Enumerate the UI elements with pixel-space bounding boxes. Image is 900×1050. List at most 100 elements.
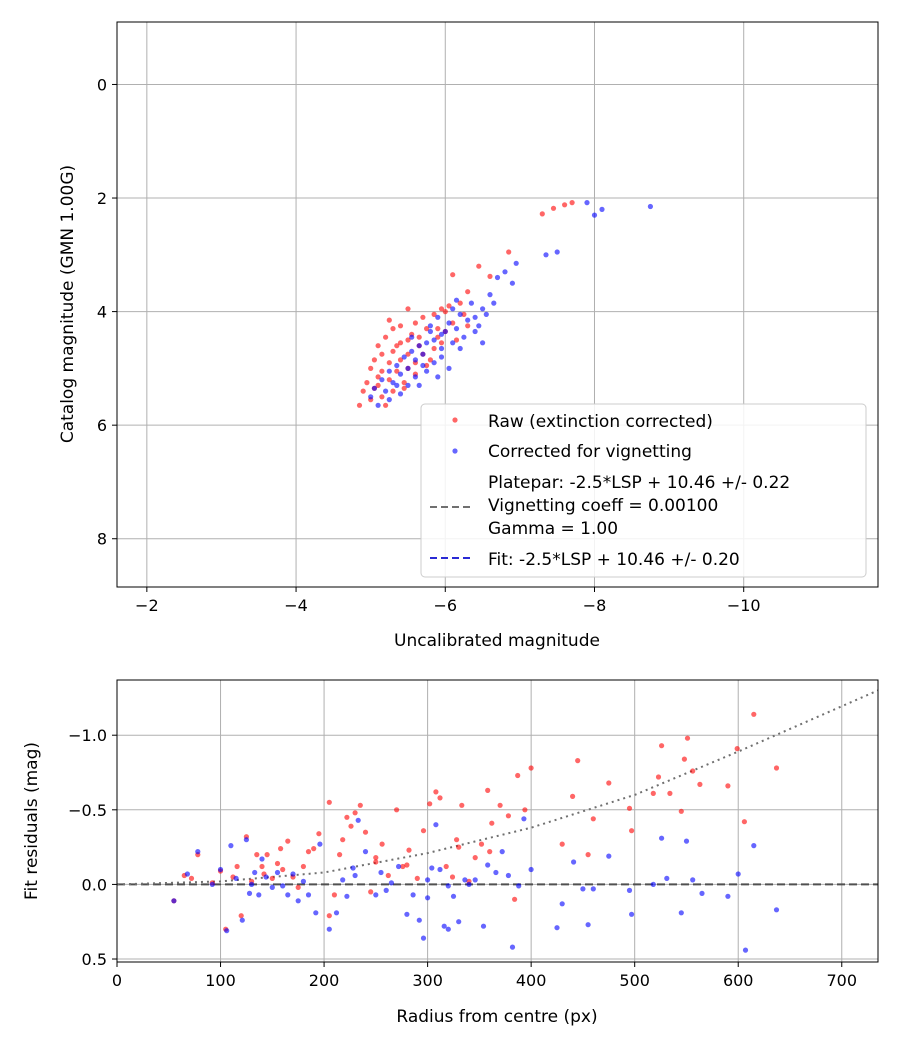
raw-point (238, 913, 244, 919)
legend-corrected-marker (452, 448, 458, 454)
raw-point (511, 896, 518, 902)
raw-point (506, 249, 512, 255)
raw-point (606, 780, 612, 786)
corrected-point (295, 898, 301, 904)
top-x-axis-label: Uncalibrated magnitude (394, 631, 600, 651)
raw-point (442, 309, 448, 315)
raw-point (435, 334, 441, 340)
raw-point (371, 357, 377, 363)
corrected-point (412, 374, 418, 380)
x-tick-label: −8 (583, 596, 607, 615)
corrected-point (252, 869, 258, 876)
raw-point (401, 380, 407, 386)
corrected-point (425, 877, 431, 883)
corrected-point (431, 360, 437, 366)
x-tick-label: 700 (826, 971, 857, 990)
bottom-ticks: 0 100 200 300 400 500 600 700 0.5 0.0 −0.5 −1.0 (68, 726, 857, 990)
raw-point (259, 863, 265, 870)
corrected-point (375, 402, 381, 408)
corrected-point (386, 368, 392, 374)
raw-point (383, 334, 389, 340)
corrected-point (404, 911, 410, 917)
raw-point (734, 746, 740, 752)
y-tick-label: 6 (97, 416, 107, 435)
corrected-point (456, 919, 462, 925)
corrected-point (543, 252, 549, 258)
raw-point (659, 743, 665, 749)
raw-point (405, 351, 411, 357)
corrected-point (239, 917, 245, 923)
corrected-point (171, 898, 177, 904)
corrected-point (340, 877, 346, 883)
corrected-point (333, 910, 340, 916)
raw-point (397, 357, 404, 363)
corrected-point (435, 374, 441, 380)
raw-point (465, 289, 471, 295)
raw-point (472, 855, 478, 861)
raw-point (401, 385, 407, 391)
raw-point (390, 326, 396, 332)
corrected-point (591, 212, 598, 218)
raw-point (362, 829, 369, 835)
raw-point (405, 306, 411, 312)
corrected-point (450, 340, 456, 346)
corrected-point (445, 926, 451, 932)
top-y-axis-label: Catalog magnitude (GMN 1.00G) (58, 165, 78, 443)
raw-point (438, 306, 445, 312)
raw-point (274, 860, 281, 867)
x-tick-label: 0 (112, 971, 122, 990)
corrected-point (438, 354, 445, 360)
raw-point (234, 863, 240, 870)
corrected-point (184, 871, 190, 877)
corrected-point (416, 343, 422, 349)
corrected-point (246, 890, 253, 897)
legend-corrected-label: Corrected for vignetting (488, 442, 692, 462)
raw-point (394, 368, 400, 374)
raw-point (427, 357, 433, 363)
corrected-point (483, 311, 489, 317)
raw-point (437, 795, 443, 801)
raw-point (751, 711, 757, 717)
corrected-point (499, 849, 505, 855)
bottom-y-axis-label: Fit residuals (mag) (22, 742, 42, 900)
corrected-point (450, 893, 457, 899)
corrected-point (480, 923, 487, 929)
raw-point (364, 380, 370, 386)
raw-point (337, 852, 343, 858)
raw-point (390, 348, 396, 354)
corrected-point (300, 878, 306, 885)
legend-fit-label: Fit: -2.5*LSP + 10.46 +/- 0.20 (488, 550, 740, 570)
raw-point (431, 311, 437, 317)
corrected-point (401, 354, 407, 360)
corrected-point (344, 893, 350, 899)
corrected-point (249, 881, 255, 888)
corrected-point (466, 881, 472, 888)
corrected-point (259, 856, 265, 862)
bottom-x-axis-label: Radius from centre (px) (396, 1007, 597, 1027)
raw-point (379, 394, 385, 400)
raw-point (424, 326, 430, 332)
corrected-point (559, 901, 565, 907)
corrected-point (437, 866, 443, 873)
corrected-point (650, 881, 656, 888)
corrected-point (209, 881, 215, 888)
raw-point (465, 323, 471, 329)
corrected-point (699, 890, 705, 897)
corrected-point (453, 326, 460, 332)
raw-point (585, 852, 591, 858)
raw-point (254, 852, 260, 858)
bottom-plot-background (117, 680, 878, 962)
raw-point (379, 351, 385, 357)
raw-point (559, 841, 565, 847)
y-tick-label: 4 (97, 303, 107, 322)
corrected-point (678, 910, 684, 916)
y-tick-label: 8 (97, 530, 107, 549)
raw-point (300, 863, 306, 870)
corrected-point (445, 883, 451, 889)
raw-point (405, 337, 411, 343)
corrected-point (453, 297, 460, 303)
corrected-point (274, 869, 281, 876)
x-tick-label: 600 (723, 971, 754, 990)
raw-point (340, 837, 346, 843)
